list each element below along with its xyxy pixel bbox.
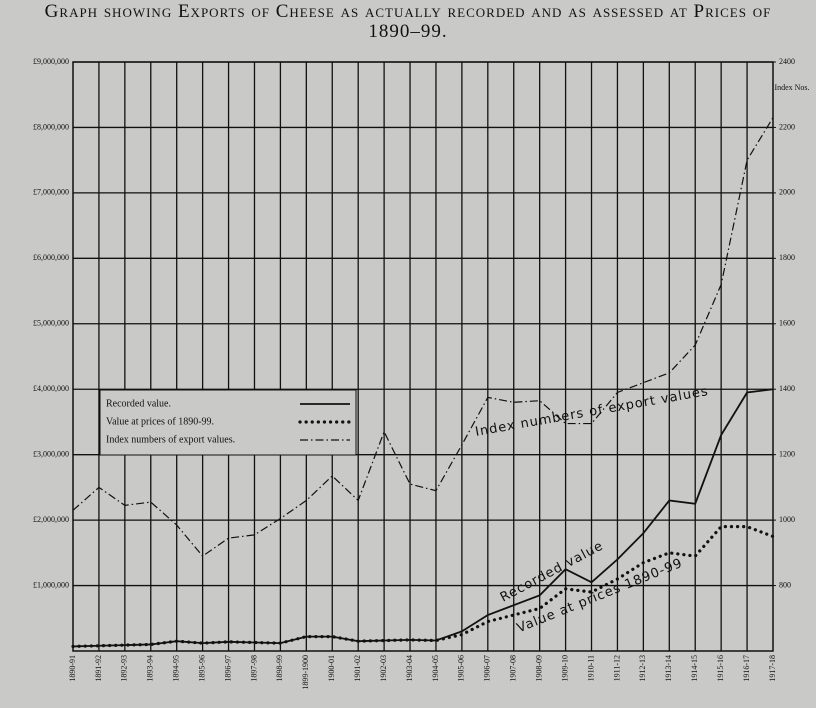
x-tick-label: 1896-97 [223, 655, 232, 682]
y2-axis-label: Index Nos. [774, 83, 809, 92]
y-tick-label: £6,000,000 [33, 253, 69, 262]
y-tick-label: £4,000,000 [33, 384, 69, 393]
y-tick-label: £7,000,000 [33, 188, 69, 197]
y2-tick-label: 800 [779, 580, 791, 589]
y-tick-label: £8,000,000 [33, 122, 69, 131]
x-tick-label: 1894-95 [172, 655, 181, 682]
x-tick-label: 1917-18 [768, 655, 777, 682]
x-tick-label: 1899-1900 [301, 655, 310, 690]
x-tick-label: 1916-17 [742, 655, 751, 682]
y-tick-label: £2,000,000 [33, 515, 69, 524]
y-tick-label: £3,000,000 [33, 449, 69, 458]
x-tick-label: 1897-98 [249, 655, 258, 682]
x-tick-label: 1895-96 [197, 655, 206, 682]
x-tick-label: 1907-08 [509, 655, 518, 682]
x-tick-label: 1891-92 [94, 655, 103, 682]
series-line [71, 525, 775, 649]
chart-title: Graph showing Exports of Cheese as actua… [44, 1, 772, 42]
x-tick-label: 1904-05 [431, 655, 440, 682]
y2-tick-label: 1600 [779, 319, 795, 328]
legend-label: Value at prices of 1890-99. [106, 416, 214, 427]
x-tick-label: 1893-94 [146, 655, 155, 682]
y2-tick-label: 1000 [779, 515, 795, 524]
legend-label: Recorded value. [106, 398, 171, 409]
y-tick-label: £1,000,000 [33, 580, 69, 589]
x-tick-label: 1910-11 [586, 655, 595, 681]
y2-tick-label: 1800 [779, 253, 795, 262]
x-tick-label: 1902-03 [379, 655, 388, 682]
x-tick-label: 1908-09 [534, 655, 543, 682]
x-tick-label: 1890-91 [68, 655, 77, 682]
legend-label: Index numbers of export values. [106, 434, 235, 445]
x-tick-label: 1909-10 [560, 655, 569, 682]
x-tick-label: 1900-01 [327, 655, 336, 682]
x-tick-label: 1901-02 [353, 655, 362, 682]
x-tick-label: 1906-07 [483, 655, 492, 682]
y2-tick-label: 2200 [779, 122, 795, 131]
x-tick-label: 1903-04 [405, 655, 414, 682]
x-tick-label: 1898-99 [275, 655, 284, 682]
y-tick-label: £5,000,000 [33, 319, 69, 328]
x-tick-label: 1905-06 [457, 655, 466, 682]
y2-tick-label: 1400 [779, 384, 795, 393]
y2-tick-label: 2400 [779, 57, 795, 66]
x-tick-label: 1913-14 [664, 655, 673, 682]
x-tick-label: 1911-12 [612, 655, 621, 681]
y-tick-label: £9,000,000 [33, 57, 69, 66]
x-tick-label: 1915-16 [716, 655, 725, 682]
x-tick-label: 1912-13 [638, 655, 647, 682]
x-tick-label: 1892-93 [120, 655, 129, 682]
x-tick-label: 1914-15 [690, 655, 699, 682]
annotation: Value at prices 1890-99 [515, 556, 685, 636]
y2-tick-label: 1200 [779, 449, 795, 458]
y2-tick-label: 2000 [779, 188, 795, 197]
series-line [72, 117, 774, 557]
